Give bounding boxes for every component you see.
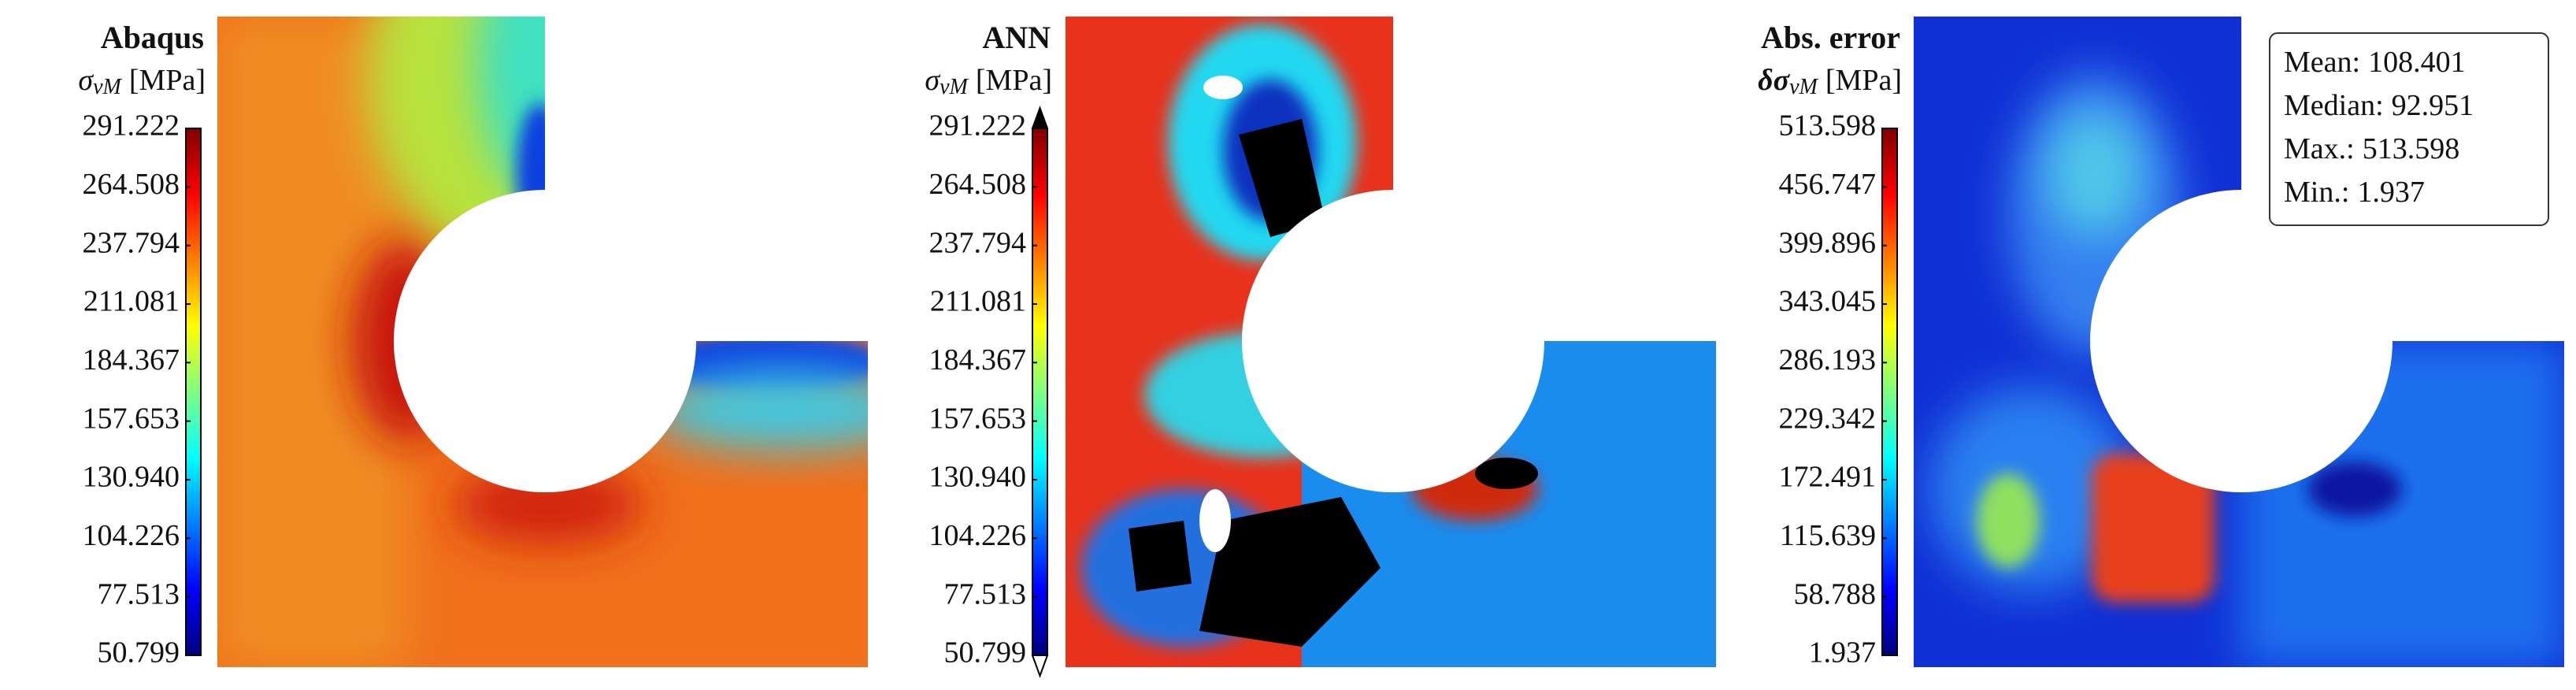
colorbar-tick-label: 115.639 bbox=[1780, 519, 1876, 552]
stats-label: Max.: bbox=[2284, 132, 2355, 165]
colorbar bbox=[1881, 128, 1898, 656]
colorbar-tick-label: 104.226 bbox=[929, 519, 1027, 552]
label-symbol: δσ bbox=[1758, 64, 1790, 97]
stats-value: 513.598 bbox=[2363, 132, 2460, 165]
stats-row: Max.: 513.598 bbox=[2284, 132, 2459, 165]
label-unit: [MPa] bbox=[129, 64, 206, 97]
field-abaqus bbox=[217, 17, 868, 667]
colorbar-tick-label: 456.747 bbox=[1779, 168, 1877, 201]
colorbar bbox=[1032, 128, 1048, 656]
colorbar-tick-label: 211.081 bbox=[83, 285, 180, 318]
stats-label: Median: bbox=[2284, 89, 2384, 122]
colorbar-tick-label: 50.799 bbox=[98, 636, 180, 670]
colorbar-tick-label: 130.940 bbox=[83, 461, 180, 494]
colorbar-tick-label: 172.491 bbox=[1779, 461, 1877, 494]
label-symbol: σ bbox=[78, 64, 94, 97]
stats-row: Mean: 108.401 bbox=[2284, 46, 2466, 79]
colorbar-tick-label: 58.788 bbox=[1794, 577, 1877, 610]
stats-value: 1.937 bbox=[2357, 176, 2425, 209]
colorbar-tick-label: 157.653 bbox=[83, 402, 180, 435]
colorbar-tick-label: 513.598 bbox=[1779, 109, 1877, 143]
panel-title: Abaqus bbox=[101, 20, 204, 55]
stats-label: Mean: bbox=[2284, 46, 2360, 79]
colorbar-label: σvM [MPa] bbox=[925, 64, 1052, 100]
colorbar-tick-label: 291.222 bbox=[83, 109, 180, 143]
colorbar-tick-label: 237.794 bbox=[83, 226, 180, 259]
colorbar-tick-label: 1.937 bbox=[1809, 636, 1877, 670]
colorbar-tick-label: 264.508 bbox=[83, 168, 180, 201]
colorbar-label: σvM [MPa] bbox=[78, 64, 206, 100]
colorbar-extend-top bbox=[1031, 106, 1049, 129]
panel-title: ANN bbox=[982, 20, 1051, 55]
colorbar-tick-label: 104.226 bbox=[83, 519, 180, 552]
panel-title: Abs. error bbox=[1761, 20, 1900, 55]
colorbar-tick-label: 211.081 bbox=[930, 285, 1026, 318]
colorbar-tick-label: 286.193 bbox=[1779, 343, 1877, 377]
label-subscript: vM bbox=[93, 75, 122, 99]
colorbar-tick-label: 264.508 bbox=[929, 168, 1027, 201]
colorbar-tick-label: 77.513 bbox=[944, 577, 1027, 610]
colorbar-tick-label: 343.045 bbox=[1779, 285, 1877, 318]
stats-box bbox=[2269, 32, 2549, 226]
stats-value: 108.401 bbox=[2368, 46, 2466, 79]
colorbar-tick-label: 157.653 bbox=[929, 402, 1027, 435]
stats-value: 92.951 bbox=[2392, 89, 2474, 122]
colorbar-extend-bottom bbox=[1031, 655, 1049, 678]
colorbar-tick-label: 184.367 bbox=[929, 343, 1027, 377]
label-subscript: vM bbox=[940, 75, 969, 99]
colorbar-tick-label: 184.367 bbox=[83, 343, 180, 377]
colorbar-tick-label: 291.222 bbox=[929, 109, 1027, 143]
label-symbol: σ bbox=[925, 64, 940, 97]
colorbar bbox=[185, 128, 202, 656]
colorbar-tick-label: 130.940 bbox=[929, 461, 1027, 494]
colorbar-tick-label: 50.799 bbox=[944, 636, 1027, 670]
label-subscript: vM bbox=[1789, 75, 1818, 99]
stats-label: Min.: bbox=[2284, 176, 2349, 209]
colorbar-tick-label: 237.794 bbox=[929, 226, 1027, 259]
colorbar-tick-label: 77.513 bbox=[98, 577, 180, 610]
label-unit: [MPa] bbox=[976, 64, 1052, 97]
label-unit: [MPa] bbox=[1825, 64, 1902, 97]
colorbar-tick-label: 229.342 bbox=[1779, 402, 1877, 435]
stats-row: Min.: 1.937 bbox=[2284, 176, 2425, 209]
stats-row: Median: 92.951 bbox=[2284, 89, 2474, 122]
field-ann bbox=[1066, 17, 1716, 667]
colorbar-tick-label: 399.896 bbox=[1779, 226, 1877, 259]
colorbar-label: δσvM [MPa] bbox=[1758, 64, 1902, 100]
